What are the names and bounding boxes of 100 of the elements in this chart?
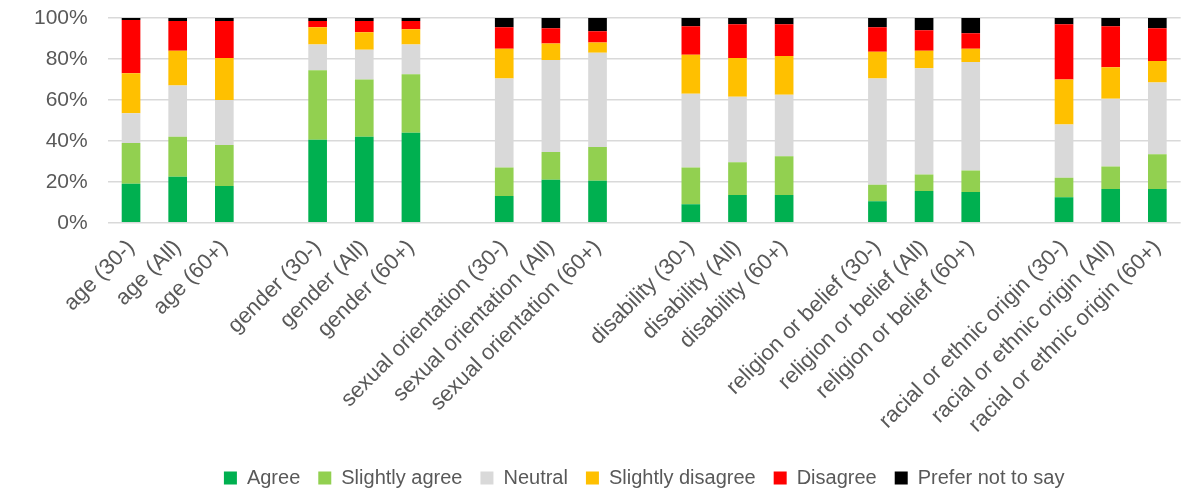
bar (914, 18, 934, 31)
bar (728, 18, 747, 25)
bar (728, 57, 747, 97)
bar (961, 192, 981, 222)
legend-label: Disagree (796, 465, 877, 488)
bar (354, 18, 374, 22)
y-tick-label: 80% (45, 45, 88, 69)
bar (541, 18, 561, 29)
bar (588, 146, 607, 181)
bar (681, 26, 701, 55)
bar (1148, 18, 1167, 29)
bar (401, 18, 421, 22)
bar (914, 174, 934, 191)
bar (215, 185, 234, 222)
legend-label: Agree (246, 465, 301, 488)
bar (215, 144, 234, 186)
bar (1101, 26, 1121, 68)
bar (961, 18, 981, 34)
bar (868, 51, 887, 79)
bar (1054, 24, 1074, 80)
bar (1054, 177, 1074, 198)
bar (588, 42, 607, 53)
bar (401, 29, 421, 45)
bar (1101, 18, 1121, 27)
bar (121, 18, 141, 21)
bar (1148, 188, 1167, 222)
bar (121, 20, 141, 74)
bar (588, 18, 607, 32)
bar (494, 27, 514, 49)
bar (401, 21, 421, 30)
bar (308, 27, 327, 45)
bar (308, 139, 327, 222)
legend-label: Prefer not to say (917, 465, 1065, 488)
bar (541, 179, 561, 222)
bar (215, 21, 234, 58)
bar (728, 162, 747, 196)
bar (354, 21, 374, 33)
y-tick-label: 20% (45, 168, 88, 192)
bar (868, 27, 887, 52)
bar (681, 18, 701, 27)
bar (541, 43, 561, 60)
bar (728, 195, 747, 222)
bar (774, 195, 794, 222)
bar (494, 167, 514, 197)
bar (121, 142, 141, 184)
bar (914, 30, 934, 51)
bar (774, 24, 794, 56)
bar (168, 136, 188, 177)
bar (914, 191, 934, 222)
bar (588, 180, 607, 222)
bar (354, 32, 374, 50)
bar (681, 204, 701, 222)
bar (1054, 18, 1074, 25)
bar (681, 54, 701, 94)
bar (1148, 154, 1167, 189)
bar (1054, 197, 1074, 222)
bar (168, 18, 188, 22)
bar (774, 156, 794, 196)
bar (1101, 67, 1121, 99)
bar (308, 21, 327, 28)
y-tick-label: 100% (33, 4, 88, 28)
bar (401, 132, 421, 222)
legend-label: Slightly disagree (608, 465, 756, 488)
bar (868, 184, 887, 202)
bar (308, 70, 327, 140)
bar (1148, 60, 1167, 83)
bar (494, 48, 514, 79)
bar (961, 33, 981, 49)
legend-label: Neutral (503, 465, 568, 488)
bar (868, 201, 887, 222)
bar (541, 28, 561, 44)
legend-label: Slightly agree (341, 465, 463, 488)
bar (961, 170, 981, 193)
bar (215, 57, 234, 100)
bar (121, 183, 141, 222)
y-tick-label: 40% (45, 127, 88, 151)
bar (215, 18, 234, 22)
bar (1101, 166, 1121, 189)
bar (961, 48, 981, 63)
bar (868, 18, 887, 28)
bar (308, 18, 327, 22)
bar (354, 79, 374, 137)
bar (541, 152, 561, 180)
bar (401, 74, 421, 133)
bar (168, 50, 188, 86)
bar (494, 18, 514, 28)
bar (121, 73, 141, 114)
bar (728, 24, 747, 58)
bar (1054, 79, 1074, 125)
bar (914, 50, 934, 69)
y-tick-label: 0% (57, 209, 88, 233)
bar (1148, 28, 1167, 61)
bar (168, 176, 188, 222)
bar (354, 136, 374, 222)
bar (494, 196, 514, 222)
y-tick-label: 60% (45, 86, 88, 110)
bar (681, 167, 701, 205)
bar (1101, 188, 1121, 222)
bar (774, 18, 794, 25)
bar (168, 21, 188, 51)
